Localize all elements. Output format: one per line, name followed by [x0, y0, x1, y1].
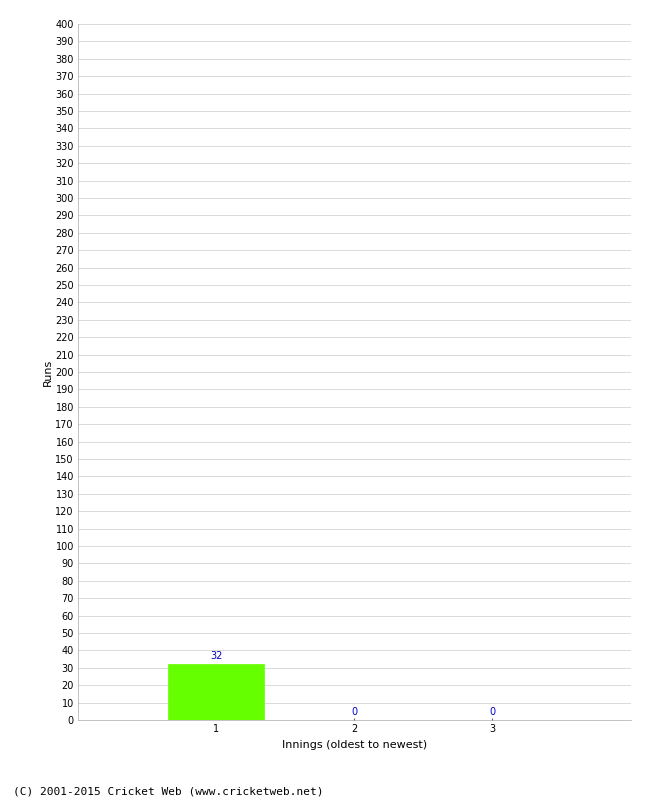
- Y-axis label: Runs: Runs: [42, 358, 53, 386]
- Text: 0: 0: [489, 706, 495, 717]
- Bar: [168, 664, 265, 720]
- Text: 0: 0: [351, 706, 358, 717]
- X-axis label: Innings (oldest to newest): Innings (oldest to newest): [281, 740, 427, 750]
- Text: 32: 32: [210, 651, 222, 661]
- Text: (C) 2001-2015 Cricket Web (www.cricketweb.net): (C) 2001-2015 Cricket Web (www.cricketwe…: [13, 786, 324, 796]
